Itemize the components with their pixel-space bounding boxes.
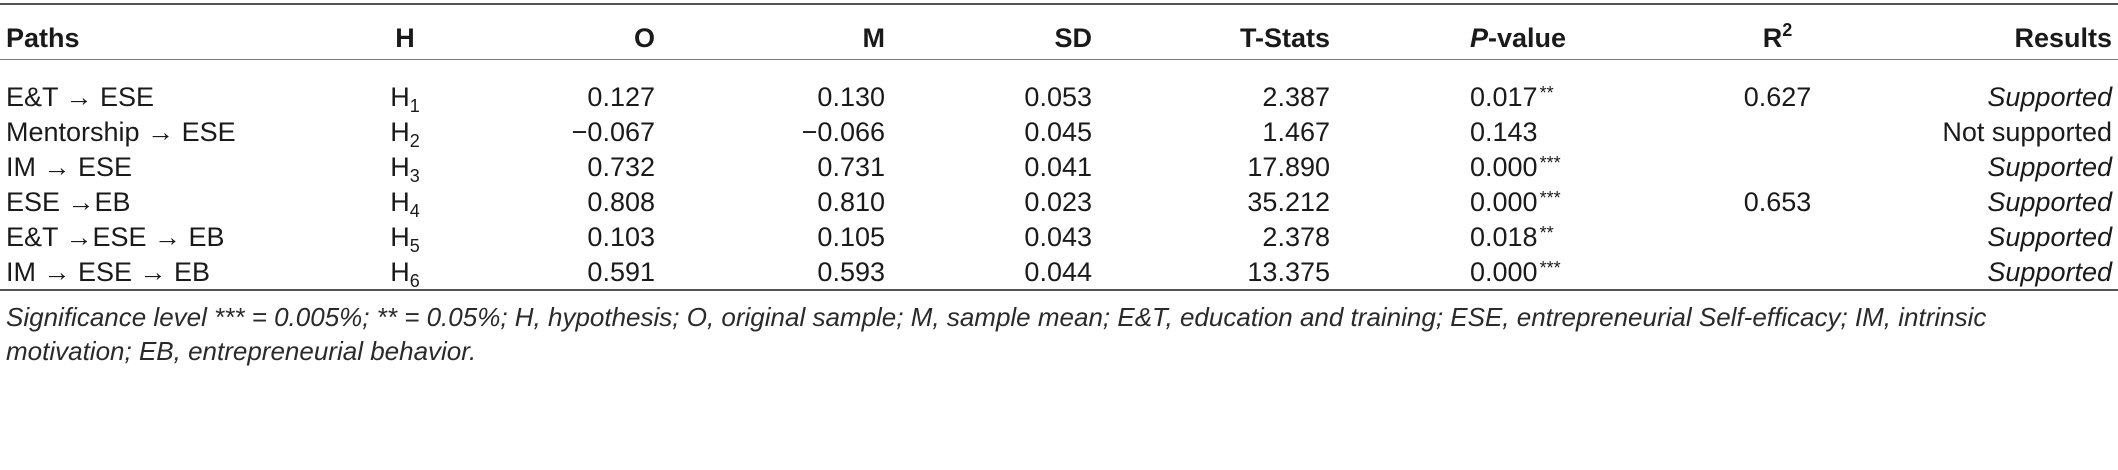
cell-result: Supported [1987, 257, 2112, 287]
header-p-letter: P [1470, 23, 1489, 53]
cell-path: IM → ESE → EB [6, 257, 211, 287]
cell-result: Supported [1987, 152, 2112, 182]
cell-sample-mean: 0.731 [817, 152, 885, 182]
cell-p-value: 0.000 *** [1470, 152, 1561, 185]
cell-original-sample: 0.103 [587, 222, 655, 252]
cell-hypothesis: H3 [370, 152, 440, 186]
cell-p-value: 0.017 ** [1470, 82, 1554, 115]
cell-p-value: 0.018 ** [1470, 222, 1554, 255]
hypothesis-letter: H [390, 257, 410, 287]
p-value-number: 0.000 [1470, 257, 1538, 287]
hypothesis-number: 1 [409, 96, 420, 116]
p-value-number: 0.000 [1470, 152, 1538, 182]
p-value-number: 0.000 [1470, 187, 1538, 217]
cell-original-sample: 0.732 [587, 152, 655, 182]
p-value-number: 0.017 [1470, 82, 1538, 112]
table-bottom-rule [0, 289, 2118, 291]
header-sd: SD [1054, 23, 1092, 53]
cell-path: Mentorship → ESE [6, 117, 236, 147]
header-original-sample: O [633, 23, 655, 53]
header-paths: Paths [6, 23, 80, 53]
hypothesis-letter: H [390, 82, 410, 112]
cell-original-sample: 0.808 [587, 187, 655, 217]
significance-stars: ** [1539, 223, 1554, 243]
cell-original-sample: 0.127 [587, 82, 655, 112]
header-p-suffix: -value [1488, 23, 1567, 53]
cell-sample-mean: 0.810 [817, 187, 885, 217]
header-r-exponent: 2 [1782, 20, 1793, 40]
table-top-rule [0, 3, 2118, 5]
p-value-number: 0.143 [1470, 117, 1538, 147]
cell-t-stats: 2.387 [1262, 82, 1330, 112]
cell-original-sample: 0.591 [587, 257, 655, 287]
cell-sample-mean: −0.066 [801, 117, 885, 147]
cell-sd: 0.023 [1024, 187, 1092, 217]
table-header-rule [0, 59, 2118, 60]
cell-original-sample: −0.067 [571, 117, 655, 147]
header-results: Results [2014, 23, 2112, 53]
cell-sd: 0.045 [1024, 117, 1092, 147]
significance-stars: *** [1539, 153, 1561, 173]
cell-sd: 0.043 [1024, 222, 1092, 252]
cell-sd: 0.041 [1024, 152, 1092, 182]
header-hypothesis: H [395, 23, 415, 53]
significance-stars: ** [1539, 83, 1554, 103]
cell-hypothesis: H2 [370, 117, 440, 151]
cell-sample-mean: 0.593 [817, 257, 885, 287]
cell-sd: 0.053 [1024, 82, 1092, 112]
hypothesis-number: 5 [409, 236, 420, 256]
cell-path: E&T → ESE [6, 82, 155, 112]
cell-sd: 0.044 [1024, 257, 1092, 287]
cell-p-value: 0.000 *** [1470, 187, 1561, 220]
header-t-stats: T-Stats [1239, 23, 1330, 53]
cell-path: ESE →EB [6, 187, 131, 217]
hypothesis-letter: H [390, 117, 410, 147]
cell-result: Supported [1987, 82, 2112, 112]
table-footnote: Significance level *** = 0.005%; ** = 0.… [6, 302, 1987, 366]
p-value-number: 0.018 [1470, 222, 1538, 252]
hypothesis-number: 2 [409, 131, 420, 151]
hypothesis-letter: H [390, 222, 410, 252]
hypothesis-letter: H [390, 152, 410, 182]
cell-path: E&T →ESE → EB [6, 222, 225, 252]
hypothesis-number: 3 [409, 166, 420, 186]
cell-sample-mean: 0.105 [817, 222, 885, 252]
significance-stars: *** [1539, 188, 1561, 208]
significance-stars: *** [1539, 258, 1561, 278]
hypothesis-number: 4 [409, 201, 420, 221]
cell-hypothesis: H6 [370, 257, 440, 291]
header-sample-mean: M [862, 23, 886, 53]
cell-t-stats: 17.890 [1247, 152, 1330, 182]
cell-hypothesis: H5 [370, 222, 440, 256]
cell-sample-mean: 0.130 [817, 82, 885, 112]
cell-p-value: 0.143 [1470, 117, 1538, 147]
cell-t-stats: 1.467 [1262, 117, 1330, 147]
cell-p-value: 0.000 *** [1470, 257, 1561, 290]
header-p-value: P-value [1470, 23, 1566, 53]
hypothesis-number: 6 [409, 271, 420, 291]
cell-result: Supported [1987, 222, 2112, 252]
cell-r-squared: 0.627 [1743, 82, 1812, 112]
cell-t-stats: 2.378 [1262, 222, 1330, 252]
cell-t-stats: 35.212 [1247, 187, 1330, 217]
cell-path: IM → ESE [6, 152, 133, 182]
header-r-base: R [1762, 23, 1783, 53]
cell-t-stats: 13.375 [1247, 257, 1330, 287]
cell-result: Supported [1987, 187, 2112, 217]
hypothesis-letter: H [390, 187, 410, 217]
cell-hypothesis: H1 [370, 82, 440, 116]
header-r-squared: R2 [1700, 20, 1855, 56]
cell-hypothesis: H4 [370, 187, 440, 221]
cell-r-squared: 0.653 [1743, 187, 1812, 217]
cell-result: Not supported [1942, 117, 2112, 147]
